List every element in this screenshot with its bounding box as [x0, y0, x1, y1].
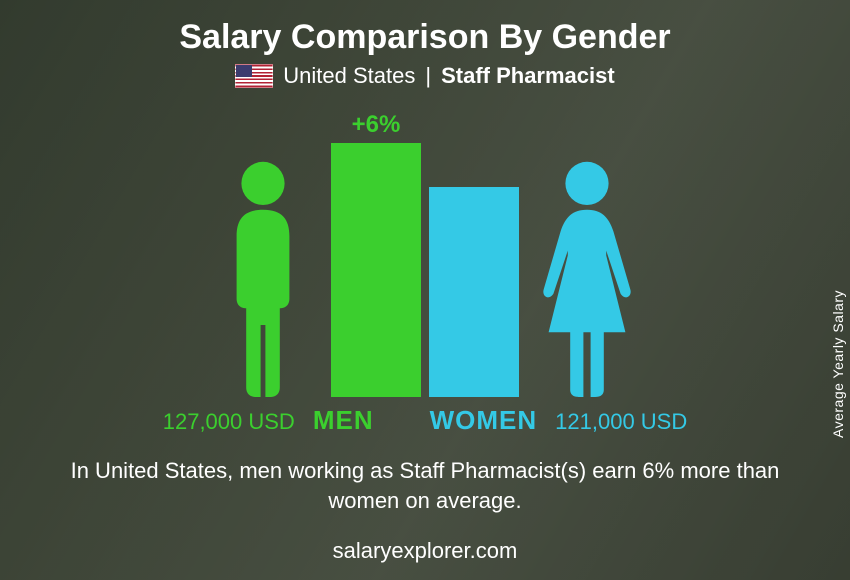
- male-category-label: MEN: [313, 405, 374, 436]
- male-salary-value: 127,000 USD: [163, 409, 295, 435]
- subtitle-row: United States | Staff Pharmacist: [235, 63, 614, 89]
- female-salary-value: 121,000 USD: [555, 409, 687, 435]
- footer-source: salaryexplorer.com: [0, 538, 850, 564]
- us-flag-icon: [235, 64, 273, 88]
- job-title-label: Staff Pharmacist: [441, 63, 615, 89]
- separator: |: [425, 63, 431, 89]
- infographic-container: Salary Comparison By Gender United State…: [0, 0, 850, 580]
- page-title: Salary Comparison By Gender: [179, 18, 670, 57]
- values-row: 127,000 USD MEN WOMEN 121,000 USD: [163, 405, 688, 436]
- female-figure-icon: [527, 157, 647, 397]
- y-axis-label: Average Yearly Salary: [830, 290, 846, 438]
- female-salary-bar: [429, 187, 519, 397]
- country-label: United States: [283, 63, 415, 89]
- male-salary-bar: +6%: [331, 143, 421, 397]
- male-figure-icon: [203, 157, 323, 397]
- female-svg: [527, 157, 647, 397]
- female-category-label: WOMEN: [430, 405, 538, 436]
- salary-chart: +6%: [203, 117, 647, 397]
- delta-label: +6%: [352, 111, 401, 139]
- male-svg: [203, 157, 323, 397]
- description-text: In United States, men working as Staff P…: [55, 456, 795, 515]
